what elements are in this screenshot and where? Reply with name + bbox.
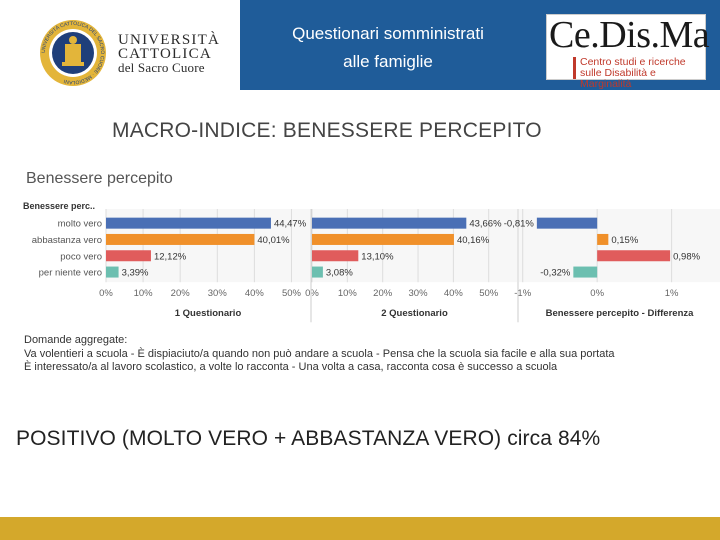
bar [106, 266, 119, 278]
tick-label: 20% [171, 288, 191, 299]
data-label: 3,08% [326, 268, 353, 279]
questions-line1: Va volentieri a scuola - È dispiaciuto/a… [24, 347, 615, 360]
questions-line2: È interessato/a al lavoro scolastico, a … [24, 361, 558, 373]
cedisma-accent-bar [573, 57, 576, 79]
cedisma-subtitle-line2: sulle Disabilità e Marginalità [580, 67, 656, 90]
data-label: 40,01% [257, 235, 290, 246]
header-title-line1: Questionari somministrati [292, 24, 484, 43]
category-label: per niente vero [39, 268, 102, 279]
panel-title: 1 Questionario [175, 308, 242, 319]
bar [597, 233, 609, 245]
cedisma-logo: Ce.Dis.Ma Centro studi e ricerche sulle … [546, 14, 710, 90]
university-name: UNIVERSITÀ CATTOLICA del Sacro Cuore [118, 33, 220, 75]
bar [106, 250, 151, 262]
bar-chart: Benessere perc.. molto vero abbastanza ver… [20, 201, 720, 323]
tick-label: 20% [373, 288, 393, 299]
data-label: 3,39% [122, 268, 149, 279]
university-name-line2: CATTOLICA [118, 46, 212, 62]
category-axis-title: Benessere perc.. [23, 201, 95, 211]
tick-label: 0% [305, 288, 319, 299]
cedisma-subtitle: Centro studi e ricerche sulle Disabilità… [580, 57, 705, 90]
bar [106, 217, 271, 229]
bar [312, 233, 454, 245]
data-label: 44,47% [274, 219, 307, 230]
conclusion-text: POSITIVO (MOLTO VERO + ABBASTANZA VERO) … [16, 427, 601, 450]
row-label-bg [20, 248, 106, 263]
bar [312, 217, 467, 229]
footer-band [0, 517, 720, 540]
row-label-bg [20, 264, 106, 280]
chart-title: Benessere percepito [26, 170, 173, 187]
tick-label: 10% [338, 288, 358, 299]
aggregated-questions: Domande aggregate: Va volentieri a scuol… [24, 334, 615, 375]
category-label: molto vero [58, 219, 102, 230]
bar [312, 266, 323, 278]
data-label: 0,15% [611, 235, 638, 246]
data-label: 43,66% [469, 219, 502, 230]
panel-title: 2 Questionario [381, 308, 448, 319]
data-label: 13,10% [361, 251, 394, 262]
data-label: -0,32% [540, 268, 571, 279]
section-title: MACRO-INDICE: BENESSERE PERCEPITO [112, 119, 542, 142]
tick-label: 1% [665, 288, 679, 299]
tick-label: 0% [590, 288, 604, 299]
bar [573, 266, 598, 278]
university-name-line3: del Sacro Cuore [118, 60, 205, 75]
data-label: 40,16% [457, 235, 490, 246]
tick-label: 30% [208, 288, 228, 299]
data-label: -0,81% [504, 219, 535, 230]
row-label-bg [20, 232, 106, 247]
data-label: 0,98% [673, 251, 700, 262]
category-label: poco vero [60, 251, 102, 262]
panel-title: Benessere percepito - Differenza [546, 308, 695, 319]
university-name-line1: UNIVERSITÀ [118, 32, 220, 48]
tick-label: 0% [99, 288, 113, 299]
bar [106, 233, 255, 245]
tick-label: 50% [282, 288, 302, 299]
tick-label: -1% [514, 288, 531, 299]
university-logo: UNIVERSITÀ CATTOLICA DEL SACRO CUORE · M… [0, 0, 240, 90]
tick-label: 30% [409, 288, 429, 299]
questions-heading: Domande aggregate: [24, 334, 128, 346]
tick-label: 50% [479, 288, 499, 299]
bar [536, 217, 598, 229]
tick-label: 10% [134, 288, 154, 299]
cedisma-subtitle-line1: Centro studi e ricerche [580, 56, 686, 68]
bar [312, 250, 359, 262]
cedisma-name: Ce.Dis.Ma [549, 14, 710, 56]
header-title-line2: alle famiglie [343, 52, 433, 71]
chart-panel: Benessere perc.. molto vero abbastanza ver… [20, 165, 720, 380]
data-label: 12,12% [154, 251, 187, 262]
row-label-bg [20, 216, 106, 231]
bar [597, 250, 671, 262]
university-seal-icon: UNIVERSITÀ CATTOLICA DEL SACRO CUORE · M… [40, 20, 106, 86]
category-label: abbastanza vero [32, 235, 102, 246]
tick-label: 40% [245, 288, 265, 299]
tick-label: 40% [444, 288, 464, 299]
slide-header-title: Questionari somministrati alle famiglie [248, 20, 528, 76]
